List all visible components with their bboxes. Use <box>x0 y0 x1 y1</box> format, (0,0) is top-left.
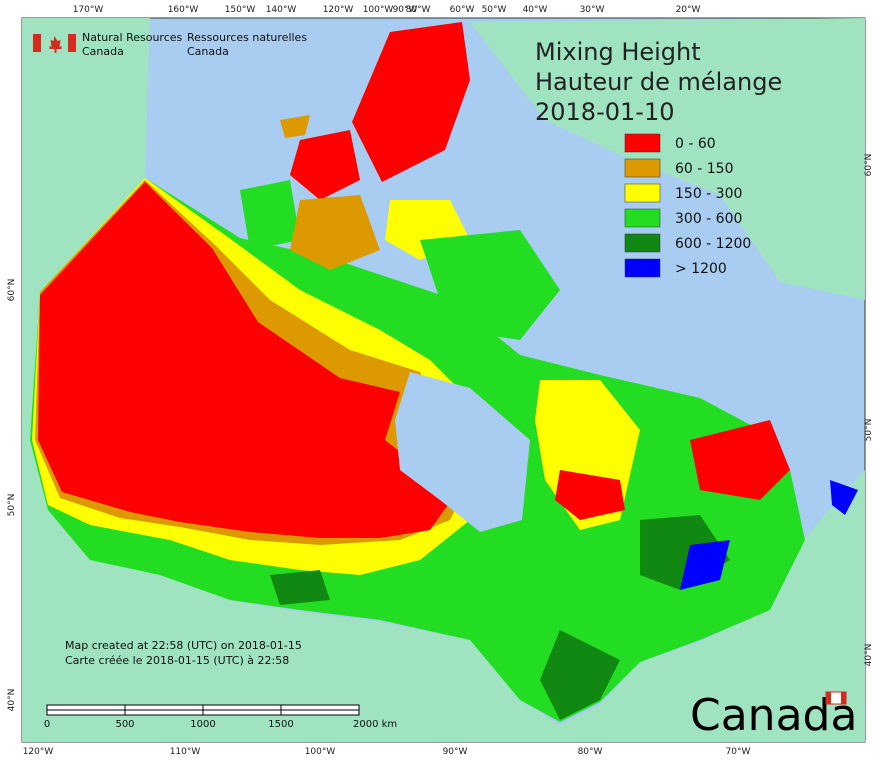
legend: 0 - 60 60 - 150 150 - 300 300 - 600 600 - 12… <box>624 133 751 278</box>
scale-bar: 0 500 1000 1500 2000 km <box>44 704 397 730</box>
legend-label: 60 - 150 <box>675 161 734 177</box>
scale-label: 1500 <box>268 719 293 730</box>
latitude-label: 60°N <box>7 279 17 302</box>
legend-label: 0 - 60 <box>675 136 716 152</box>
region-blue-newfoundland <box>830 480 858 515</box>
maple-leaf <box>49 36 62 53</box>
title: 2018-01-10 <box>535 98 674 126</box>
latitude-label: 40°N <box>7 689 17 712</box>
greenland <box>470 18 865 300</box>
longitude-label: 70°W <box>726 747 751 757</box>
flag-bar <box>33 34 41 52</box>
longitude-label: 30°W <box>580 5 605 15</box>
legend-label: 600 - 1200 <box>675 236 751 252</box>
alaska <box>22 18 150 300</box>
latitude-label: 60°N <box>864 154 874 177</box>
longitude-label: 140°W <box>266 5 297 15</box>
legend-swatch <box>624 258 661 278</box>
longitude-label: 20°W <box>676 5 701 15</box>
legend-swatch <box>624 208 661 228</box>
scale-label: 1000 <box>190 719 215 730</box>
region-red-labrador <box>690 420 790 500</box>
longitude-label: 110°W <box>170 747 201 757</box>
scale-segment <box>124 704 204 711</box>
longitude-label: 100°W <box>305 747 336 757</box>
scale-segment <box>280 704 360 711</box>
scale-segment <box>280 709 360 716</box>
scale-segment <box>202 704 282 711</box>
scale-label: 0 <box>44 719 50 730</box>
longitude-label: 50°W <box>482 5 507 15</box>
longitude-label: 120°W <box>323 5 354 15</box>
logo-text: Canada <box>82 45 124 58</box>
island-orange <box>280 115 310 138</box>
note: Carte créée le 2018-01-15 (UTC) à 22:58 <box>65 654 289 667</box>
flag-bar <box>68 34 76 52</box>
region-blue-quebec <box>680 540 730 590</box>
legend-label: > 1200 <box>675 261 727 277</box>
longitude-label: 120°W <box>23 747 54 757</box>
legend-swatch <box>624 158 661 178</box>
scale-segment <box>124 709 204 716</box>
title: Mixing Height <box>535 38 701 66</box>
island-orange <box>290 195 380 270</box>
legend-swatch <box>624 183 661 203</box>
hudson-bay <box>395 372 530 532</box>
longitude-label: 80°W <box>578 747 603 757</box>
longitude-label: 160°W <box>168 5 199 15</box>
logo-text: Ressources naturelles <box>187 31 307 44</box>
title: Hauteur de mélange <box>535 68 782 96</box>
note: Map created at 22:58 (UTC) on 2018-01-15 <box>65 639 302 652</box>
legend-label: 150 - 300 <box>675 186 742 202</box>
longitude-label: 100°W <box>363 5 394 15</box>
graticule: 170°W 160°W 150°W 140°W 120°W 100°W 90°W80°W 60… <box>7 5 874 757</box>
scale-segment <box>202 709 282 716</box>
region-red <box>38 182 455 538</box>
island-green-baffin <box>420 230 560 340</box>
legend-swatch <box>624 133 661 153</box>
legend-label: 300 - 600 <box>675 211 742 227</box>
longitude-label: 60°W <box>450 5 475 15</box>
longitude-label: 80°W <box>406 5 431 15</box>
legend-swatch <box>624 233 661 253</box>
island-green <box>240 180 300 250</box>
longitude-label: 170°W <box>73 5 104 15</box>
longitude-label: 40°W <box>523 5 548 15</box>
united-states <box>22 290 865 742</box>
longitude-label: 150°W <box>225 5 256 15</box>
scale-segment <box>46 704 126 711</box>
wordmark-flag <box>826 692 831 704</box>
region-darkgreen-ontario <box>540 630 620 720</box>
latitude-label: 50°N <box>7 494 17 517</box>
latitude-label: 50°N <box>864 419 874 442</box>
scale-segment <box>46 709 126 716</box>
logo-text: Canada <box>187 45 229 58</box>
logo-text: Natural Resources <box>82 31 183 44</box>
scale-label: 500 <box>115 719 134 730</box>
latitude-label: 40°N <box>864 644 874 667</box>
region-red-quebec <box>555 470 625 520</box>
wordmark-flag <box>841 692 846 704</box>
longitude-label: 90°W <box>443 747 468 757</box>
longitude-label: 90°W <box>393 5 418 15</box>
island-red <box>290 130 360 200</box>
island-red <box>352 22 470 182</box>
region-darkgreen-prairie <box>270 570 330 605</box>
scale-label: 2000 km <box>353 719 397 730</box>
